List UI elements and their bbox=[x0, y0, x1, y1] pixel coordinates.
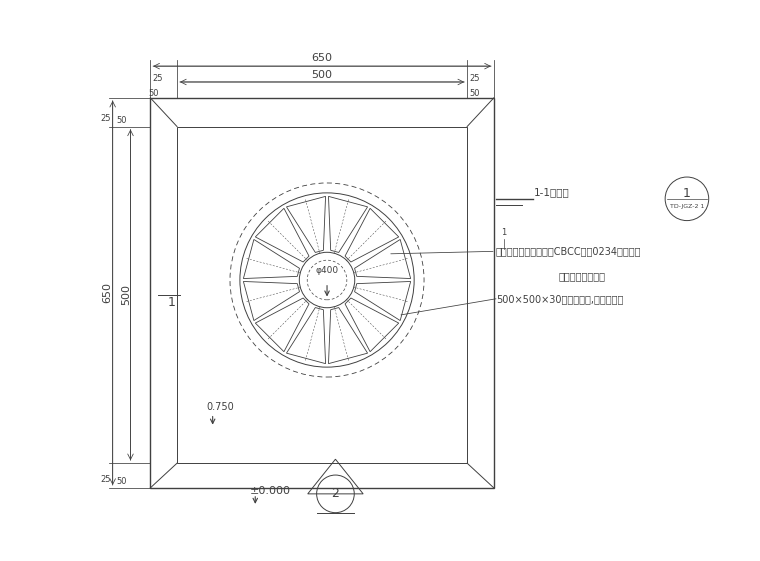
Bar bbox=[150, 98, 494, 488]
Text: 厂家二次深化设计: 厂家二次深化设计 bbox=[558, 271, 605, 281]
Text: 2: 2 bbox=[331, 488, 340, 500]
Text: 0.750: 0.750 bbox=[207, 402, 235, 412]
Text: 50: 50 bbox=[148, 89, 159, 98]
Text: TD-JGZ-2 1: TD-JGZ-2 1 bbox=[670, 204, 704, 209]
Text: 25: 25 bbox=[469, 74, 480, 83]
Text: 650: 650 bbox=[103, 282, 112, 304]
Text: 50: 50 bbox=[116, 116, 126, 125]
Text: 25: 25 bbox=[100, 113, 111, 123]
Bar bbox=[177, 127, 467, 463]
Text: 1: 1 bbox=[168, 296, 176, 309]
Text: 650: 650 bbox=[312, 53, 333, 63]
Text: 25: 25 bbox=[100, 475, 111, 484]
Text: 50: 50 bbox=[116, 477, 126, 486]
Text: 1: 1 bbox=[683, 187, 691, 200]
Text: 铸铝灯体，喷深咖色（CBCC编号0234）氟碳漆: 铸铝灯体，喷深咖色（CBCC编号0234）氟碳漆 bbox=[496, 246, 641, 256]
Text: φ400: φ400 bbox=[315, 266, 339, 275]
Text: 1: 1 bbox=[501, 228, 506, 237]
Text: 500: 500 bbox=[122, 284, 131, 305]
Text: 500: 500 bbox=[312, 70, 333, 80]
Text: 1-1剖面图: 1-1剖面图 bbox=[534, 187, 569, 197]
Text: 25: 25 bbox=[152, 74, 163, 83]
Text: 500×500×30光面黄金麻,按尺寸切割: 500×500×30光面黄金麻,按尺寸切割 bbox=[496, 294, 623, 304]
Text: ±0.000: ±0.000 bbox=[249, 486, 290, 496]
Text: 50: 50 bbox=[469, 89, 480, 98]
